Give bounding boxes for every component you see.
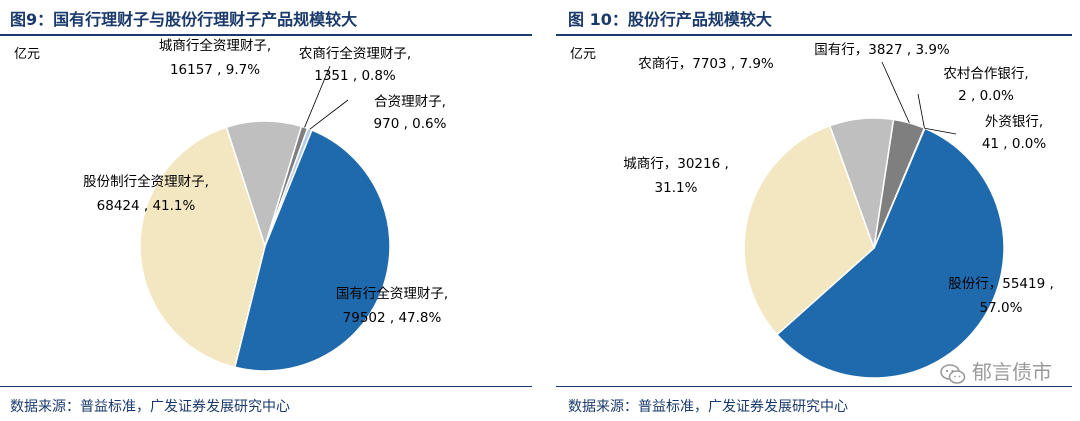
pie-2-leader-lines — [881, 61, 957, 135]
title-rule — [0, 34, 532, 36]
pie-1-leader-lines — [304, 65, 349, 130]
slice-label-nong-value: 1351 , 0.8% — [314, 68, 396, 84]
chart-title: 图 10：股份行产品规模较大 — [568, 10, 772, 29]
pie-slice-1 — [743, 124, 875, 336]
unit-label: 亿元 — [570, 47, 596, 62]
footer-rule — [0, 386, 532, 387]
slice-label-guoyou: 国有行，3827 , 3.9% — [814, 42, 950, 58]
source-note: 数据来源：普益标准，广发证券发展研究中心 — [568, 399, 848, 415]
watermark: 郁言债市 — [940, 356, 1052, 385]
leader-line-5 — [924, 127, 957, 135]
leader-line-3 — [881, 61, 910, 124]
unit-label: 亿元 — [14, 47, 40, 62]
slice-label-waizi-value: 41 , 0.0% — [982, 136, 1047, 152]
pie-chart-2: 亿元 股份行，55419 , 57.0% 城商行，30216 , 31.1% 农… — [570, 42, 1054, 379]
slice-label-hezi-name: 合资理财子, — [374, 94, 446, 110]
slice-label-nonghui-name: 农村合作银行, — [943, 66, 1028, 82]
wechat-icon — [940, 363, 966, 384]
slice-label-cheng-value: 16157 , 9.7% — [170, 62, 260, 78]
pie-slice-0 — [775, 127, 1005, 379]
slice-label-cheng-name: 城商行全资理财子, — [159, 37, 271, 54]
chart-panel-1: 图9：国有行理财子与股份行理财子产品规模较大 亿元 国有行全资理财子, 7950… — [0, 10, 532, 415]
slice-label-nonghui-value: 2 , 0.0% — [958, 88, 1014, 104]
slice-label-waizi-name: 外资银行, — [985, 114, 1043, 130]
chart-title: 图9：国有行理财子与股份行理财子产品规模较大 — [10, 10, 358, 29]
pie-slice-2 — [225, 120, 303, 249]
slice-label-nong-name: 农商行全资理财子, — [299, 45, 411, 62]
pie-1-slices — [139, 120, 391, 372]
slice-label-gufen-pct: 57.0% — [980, 300, 1023, 316]
leader-line-3 — [304, 65, 331, 128]
chart-panel-2: 图 10：股份行产品规模较大 亿元 股份行，55419 , 57.0% 城商行，… — [556, 0, 1080, 421]
source-note: 数据来源：普益标准，广发证券发展研究中心 — [10, 399, 290, 415]
slice-label-guoyou-name: 国有行全资理财子, — [336, 285, 448, 302]
pie-chart-1: 亿元 国有行全资理财子, 79502 , 47.8% 股份制行全资理财子, 68… — [14, 37, 448, 372]
footer-rule — [556, 386, 1072, 387]
title-rule — [556, 34, 1072, 36]
slice-label-cheng-pct: 31.1% — [655, 180, 698, 196]
pie-slice-0 — [233, 129, 391, 372]
slice-label-gufen-value: 68424 , 41.1% — [97, 198, 196, 214]
slice-label-hezi-value: 970 , 0.6% — [374, 116, 447, 132]
slice-label-nongshang: 农商行，7703 , 7.9% — [638, 56, 774, 72]
leader-line-4 — [309, 99, 349, 130]
pie-slice-1 — [139, 126, 266, 369]
pie-2-slices — [743, 117, 1005, 379]
watermark-text: 郁言债市 — [972, 360, 1052, 384]
slice-label-guoyou-value: 79502 , 47.8% — [343, 310, 442, 326]
slice-label-gufen-name: 股份行，55419 , — [948, 276, 1054, 292]
slice-label-cheng-name: 城商行，30216 , — [623, 156, 729, 172]
slice-label-gufen-name: 股份制行全资理财子, — [83, 173, 209, 190]
leader-line-4 — [917, 93, 925, 129]
